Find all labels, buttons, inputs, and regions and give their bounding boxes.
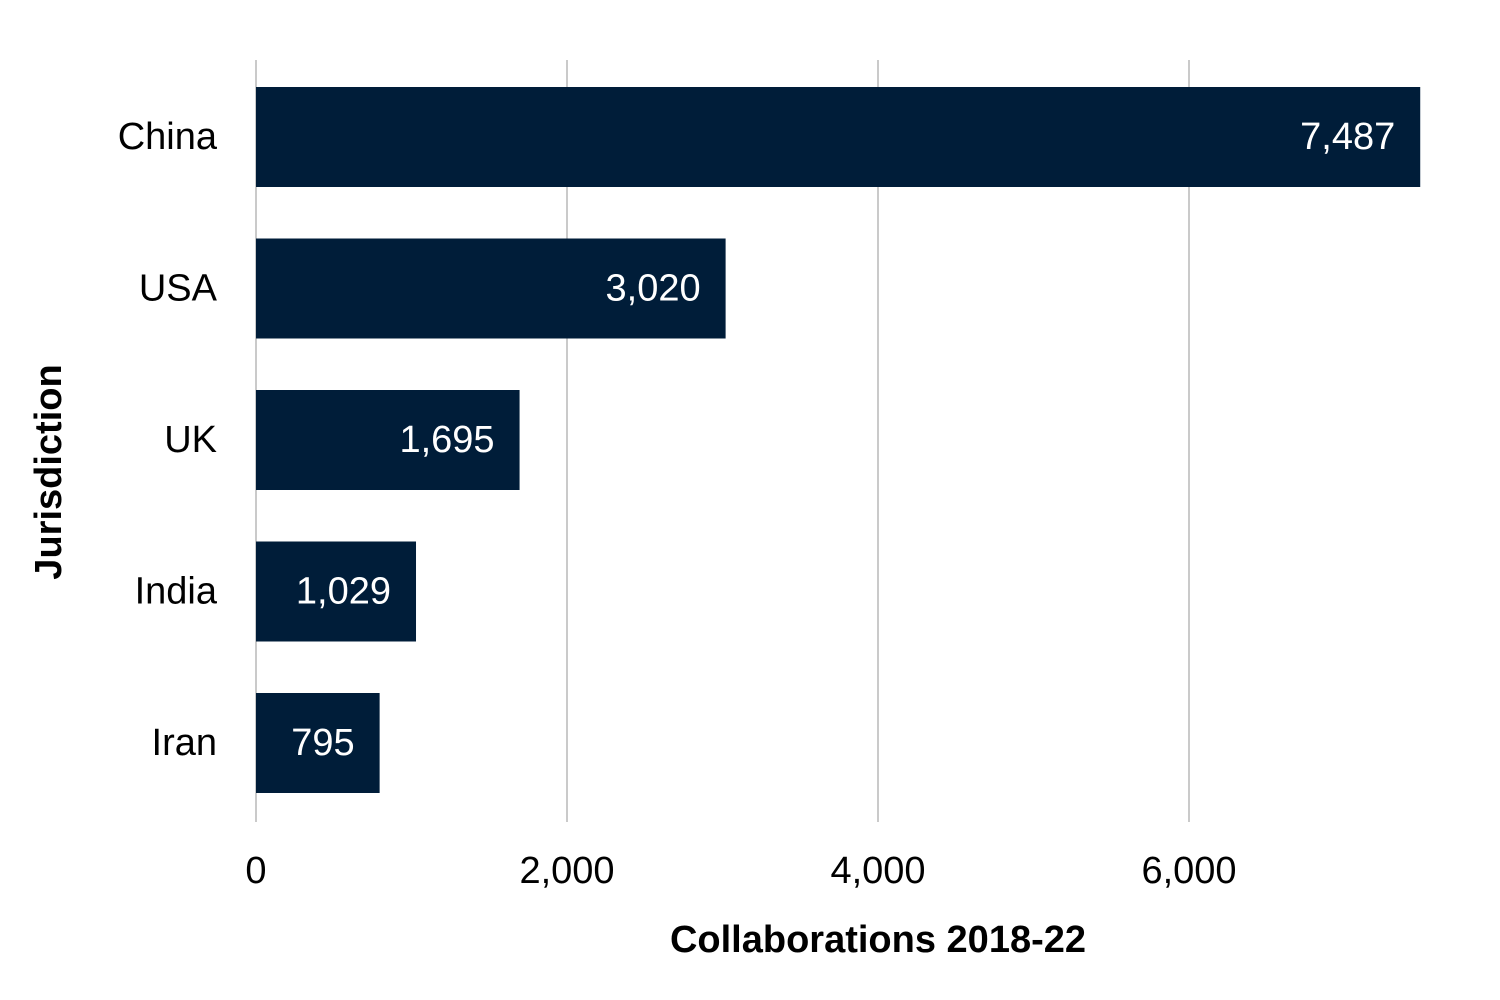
data-label: 1,695	[399, 419, 494, 461]
category-label: Iran	[152, 722, 217, 764]
data-label: 1,029	[296, 571, 391, 613]
x-tick-label: 4,000	[830, 850, 925, 892]
bar	[256, 390, 520, 490]
x-tick-label: 0	[245, 850, 266, 892]
bar	[256, 87, 1421, 187]
y-axis-title: Jurisdiction	[28, 364, 70, 579]
category-labels: China USA UK India Iran	[118, 116, 218, 764]
category-label: China	[118, 116, 218, 158]
category-label: USA	[139, 268, 218, 310]
bar	[256, 238, 726, 339]
data-label: 795	[291, 722, 354, 764]
bar	[256, 541, 417, 642]
data-label: 3,020	[606, 268, 701, 310]
data-label: 7,487	[1300, 116, 1395, 158]
category-label: UK	[164, 419, 217, 461]
category-label: India	[135, 571, 218, 613]
x-axis-title: Collaborations 2018-22	[670, 919, 1086, 961]
x-tick-labels: 0 2,000 4,000 6,000	[245, 850, 1236, 892]
x-tick-label: 6,000	[1141, 850, 1236, 892]
bar	[256, 693, 380, 793]
x-tick-label: 2,000	[519, 850, 614, 892]
bars: 7,487 3,020 1,695 1,029 795	[256, 87, 1421, 793]
